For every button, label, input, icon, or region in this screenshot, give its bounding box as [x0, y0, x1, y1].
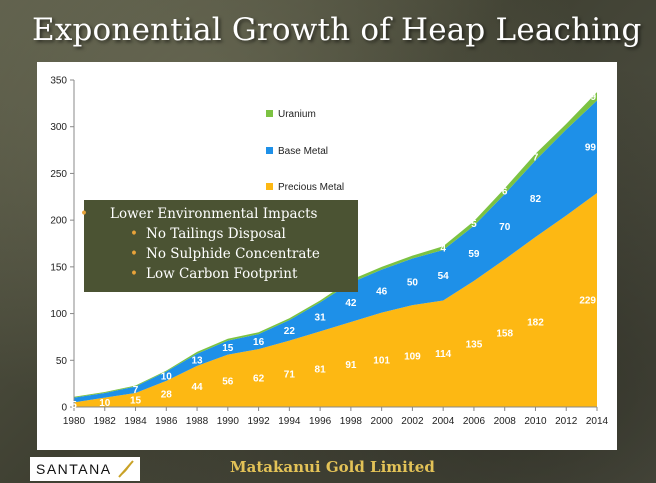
callout-item-no-sulphide: No Sulphide Concentrate [92, 244, 350, 264]
x-tick-label: 2002 [401, 416, 424, 427]
y-tick-label: 50 [56, 356, 68, 367]
data-label-precious-metal: 71 [284, 369, 296, 380]
x-tick-label: 2000 [371, 416, 394, 427]
data-label-precious-metal: 5 [71, 400, 77, 411]
data-label-base-metal: 10 [161, 372, 173, 383]
x-tick-label: 2006 [463, 416, 486, 427]
data-label-precious-metal: 229 [579, 296, 596, 307]
data-label-precious-metal: 91 [345, 360, 357, 371]
x-tick-label: 2014 [586, 416, 609, 427]
x-tick-label: 1998 [340, 416, 363, 427]
x-tick-label: 2012 [555, 416, 578, 427]
data-label-uranium: 6 [502, 187, 508, 198]
data-label-uranium: 7 [533, 153, 539, 164]
y-tick-label: 300 [50, 122, 67, 133]
legend-label-uranium: Uranium [278, 109, 316, 120]
y-tick-label: 100 [50, 309, 67, 320]
x-tick-label: 1992 [247, 416, 270, 427]
data-label-precious-metal: 101 [373, 355, 390, 366]
data-label-precious-metal: 62 [253, 374, 265, 385]
x-tick-label: 1988 [186, 416, 209, 427]
data-label-base-metal: 70 [499, 222, 511, 233]
data-label-precious-metal: 81 [315, 365, 327, 376]
benefits-callout: Lower Environmental Impacts No Tailings … [80, 200, 358, 292]
callout-item-low-carbon: Low Carbon Footprint [92, 264, 350, 284]
area-base-metal [74, 100, 597, 403]
x-tick-label: 2010 [524, 416, 547, 427]
data-label-uranium: 4 [440, 244, 446, 255]
data-label-precious-metal: 44 [191, 382, 203, 393]
data-label-base-metal: 82 [530, 194, 542, 205]
data-label-uranium: 9 [590, 92, 596, 103]
callout-item-environmental-impacts: Lower Environmental Impacts [80, 204, 350, 224]
data-label-uranium: 5 [471, 219, 477, 230]
data-label-base-metal: 59 [468, 249, 480, 260]
y-tick-label: 150 [50, 262, 67, 273]
footer-company-name: Matakanui Gold Limited [230, 458, 435, 476]
y-tick-label: 0 [61, 403, 67, 414]
santana-logo: SANTANA [30, 457, 140, 481]
x-tick-label: 1982 [94, 416, 117, 427]
legend-swatch-uranium [266, 110, 273, 117]
area-precious-metal [74, 193, 597, 407]
slide-title: Exponential Growth of Heap Leaching [32, 12, 642, 48]
data-label-precious-metal: 109 [404, 352, 421, 363]
data-label-base-metal: 31 [315, 312, 327, 323]
data-label-base-metal: 15 [222, 343, 234, 354]
data-label-base-metal: 13 [191, 355, 203, 366]
legend-label-base-metal: Base Metal [278, 146, 328, 157]
legend-swatch-base-metal [266, 147, 273, 154]
callout-item-no-tailings: No Tailings Disposal [92, 224, 350, 244]
data-label-precious-metal: 158 [496, 329, 513, 340]
y-tick-label: 250 [50, 169, 67, 180]
data-label-precious-metal: 15 [130, 395, 142, 406]
legend-label-precious-metal: Precious Metal [278, 182, 344, 193]
x-tick-label: 1996 [309, 416, 332, 427]
data-label-precious-metal: 56 [222, 376, 234, 387]
data-label-precious-metal: 182 [527, 317, 544, 328]
data-label-precious-metal: 10 [99, 398, 111, 409]
logo-text: SANTANA [36, 461, 112, 477]
data-label-base-metal: 7 [133, 385, 139, 396]
data-label-base-metal: 16 [253, 337, 265, 348]
x-tick-label: 1984 [124, 416, 147, 427]
x-tick-label: 1990 [217, 416, 240, 427]
x-tick-label: 2008 [494, 416, 517, 427]
feather-icon [118, 460, 134, 478]
data-label-base-metal: 99 [585, 142, 597, 153]
data-label-base-metal: 54 [438, 271, 450, 282]
data-label-precious-metal: 135 [466, 339, 483, 350]
data-label-precious-metal: 114 [435, 349, 452, 360]
y-tick-label: 350 [50, 76, 67, 87]
data-label-base-metal: 42 [345, 298, 357, 309]
data-label-base-metal: 46 [376, 287, 388, 298]
x-tick-label: 1994 [278, 416, 301, 427]
data-label-base-metal: 50 [407, 277, 419, 288]
legend-swatch-precious-metal [266, 183, 273, 190]
x-tick-label: 1980 [63, 416, 86, 427]
x-tick-label: 1986 [155, 416, 178, 427]
data-label-base-metal: 22 [284, 326, 296, 337]
data-label-precious-metal: 28 [161, 389, 173, 400]
y-tick-label: 200 [50, 216, 67, 227]
x-tick-label: 2004 [432, 416, 455, 427]
